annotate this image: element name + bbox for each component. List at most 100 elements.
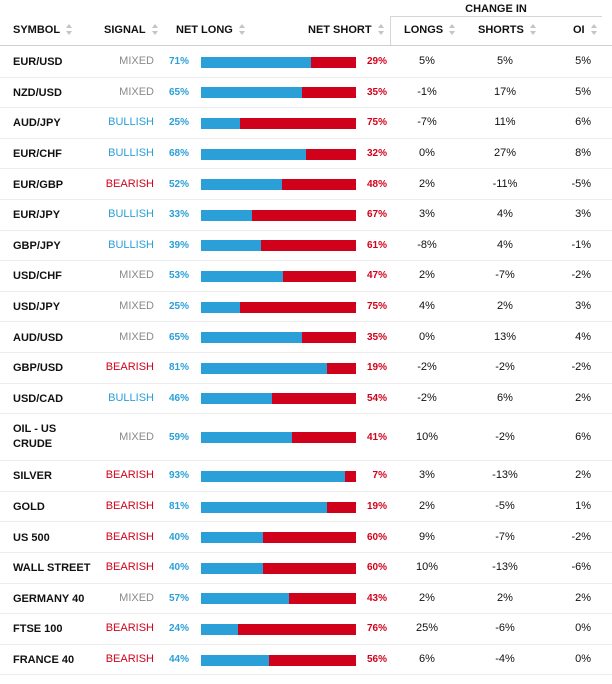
change-longs-value: -2% <box>417 361 437 374</box>
sentiment-bar <box>201 270 356 282</box>
change-shorts-value: 17% <box>493 85 517 98</box>
sentiment-bar <box>201 332 356 344</box>
sentiment-bar-long-fill <box>201 562 263 574</box>
table-row[interactable]: WALL STREET BEARISH 40% 60% 10% -13% -6% <box>0 553 612 584</box>
column-header-net-long[interactable]: NET LONG <box>176 24 246 36</box>
sort-icon[interactable] <box>151 24 159 36</box>
net-short-percent: 48% <box>366 178 387 190</box>
signal-value: BULLISH <box>108 147 154 160</box>
change-longs-value: 6% <box>419 653 435 666</box>
change-oi-value: 5% <box>575 85 591 98</box>
sort-icon[interactable] <box>377 24 385 36</box>
symbol-link[interactable]: USD/CAD <box>13 392 64 405</box>
sentiment-bar-long-fill <box>201 362 327 374</box>
table-row[interactable]: FRANCE 40 BEARISH 44% 56% 6% -4% 0% <box>0 645 612 676</box>
sort-icon[interactable] <box>590 24 598 36</box>
table-row[interactable]: USD/CHF MIXED 53% 47% 2% -7% -2% <box>0 261 612 292</box>
symbol-link[interactable]: SILVER <box>13 470 52 483</box>
sentiment-bar-long-fill <box>201 270 284 282</box>
symbol-link[interactable]: AUD/JPY <box>13 117 61 130</box>
sentiment-bar-long-fill <box>201 209 253 221</box>
change-shorts-value: -4% <box>495 653 515 666</box>
sentiment-bar <box>201 240 356 252</box>
change-longs-value: 3% <box>419 469 435 482</box>
symbol-link[interactable]: GBP/JPY <box>13 239 61 252</box>
column-header-signal[interactable]: SIGNAL <box>104 24 159 36</box>
net-long-percent: 25% <box>168 117 189 129</box>
change-oi-value: -2% <box>571 269 591 282</box>
change-oi-value: 4% <box>575 330 591 343</box>
symbol-link[interactable]: WALL STREET <box>13 562 91 575</box>
table-row[interactable]: FTSE 100 BEARISH 24% 76% 25% -6% 0% <box>0 614 612 645</box>
sentiment-bar-long-fill <box>201 470 346 482</box>
net-short-percent: 60% <box>366 562 387 574</box>
symbol-link[interactable]: USD/JPY <box>13 301 61 314</box>
table-row[interactable]: EUR/GBP BEARISH 52% 48% 2% -11% -5% <box>0 169 612 200</box>
change-shorts-value: 11% <box>494 116 516 129</box>
symbol-link[interactable]: NZD/USD <box>13 86 62 99</box>
signal-value: MIXED <box>119 269 154 282</box>
column-header-symbol[interactable]: SYMBOL <box>13 24 73 36</box>
table-row[interactable]: GOLD BEARISH 81% 19% 2% -5% 1% <box>0 492 612 523</box>
sentiment-bar-long-fill <box>201 501 327 513</box>
table-row[interactable]: US 500 BEARISH 40% 60% 9% -7% -2% <box>0 522 612 553</box>
change-oi-value: 0% <box>575 622 591 635</box>
table-row[interactable]: GBP/JPY BULLISH 39% 61% -8% 4% -1% <box>0 231 612 262</box>
change-oi-value: 6% <box>575 116 591 129</box>
symbol-link[interactable]: EUR/GBP <box>13 178 64 191</box>
change-longs-value: 2% <box>419 177 435 190</box>
sentiment-bar <box>201 501 356 513</box>
table-row[interactable]: SILVER BEARISH 93% 7% 3% -13% 2% <box>0 461 612 492</box>
change-shorts-value: -2% <box>495 430 515 443</box>
symbol-link[interactable]: AUD/USD <box>13 331 64 344</box>
symbol-link[interactable]: GERMANY 40 <box>13 592 85 605</box>
net-short-percent: 47% <box>366 270 387 282</box>
header-divider <box>390 17 391 46</box>
table-row[interactable]: EUR/CHF BULLISH 68% 32% 0% 27% 8% <box>0 139 612 170</box>
table-row[interactable]: GERMANY 40 MIXED 57% 43% 2% 2% 2% <box>0 584 612 615</box>
symbol-link[interactable]: EUR/JPY <box>13 209 61 222</box>
table-row[interactable]: AUD/JPY BULLISH 25% 75% -7% 11% 6% <box>0 108 612 139</box>
symbol-link[interactable]: FTSE 100 <box>13 623 63 636</box>
symbol-link[interactable]: EUR/CHF <box>13 148 62 161</box>
symbol-link[interactable]: OIL - US CRUDE <box>13 422 57 450</box>
column-header-oi[interactable]: OI <box>573 24 598 36</box>
column-header-net-short[interactable]: NET SHORT <box>308 24 385 36</box>
table-row[interactable]: GBP/USD BEARISH 81% 19% -2% -2% -2% <box>0 353 612 384</box>
change-longs-value: 2% <box>419 500 435 513</box>
symbol-link[interactable]: GOLD <box>13 501 45 514</box>
sentiment-bar <box>201 148 356 160</box>
table-row[interactable]: NZD/USD MIXED 65% 35% -1% 17% 5% <box>0 78 612 109</box>
sentiment-bar-long-fill <box>201 654 270 666</box>
symbol-link[interactable]: USD/CHF <box>13 270 62 283</box>
net-long-percent: 59% <box>168 431 189 443</box>
change-shorts-value: 6% <box>497 391 513 404</box>
sentiment-bar <box>201 179 356 191</box>
sort-icon[interactable] <box>448 24 456 36</box>
table-row[interactable]: AUD/USD MIXED 65% 35% 0% 13% 4% <box>0 322 612 353</box>
symbol-link[interactable]: FRANCE 40 <box>13 654 75 667</box>
table-row[interactable]: OIL - US CRUDE MIXED 59% 41% 10% -2% 6% <box>0 414 612 462</box>
net-short-percent: 67% <box>366 209 387 221</box>
table-row[interactable]: USD/JPY MIXED 25% 75% 4% 2% 3% <box>0 292 612 323</box>
change-longs-value: -2% <box>417 391 437 404</box>
table-row[interactable]: USD/CAD BULLISH 46% 54% -2% 6% 2% <box>0 384 612 415</box>
sentiment-bar-long-fill <box>201 432 293 444</box>
signal-value: BEARISH <box>105 530 154 543</box>
sort-icon[interactable] <box>238 24 246 36</box>
symbol-link[interactable]: EUR/USD <box>13 56 63 69</box>
table-row[interactable]: EUR/USD MIXED 71% 29% 5% 5% 5% <box>0 47 612 78</box>
sort-icon[interactable] <box>529 24 537 36</box>
sentiment-bar <box>201 470 356 482</box>
symbol-link[interactable]: GBP/USD <box>13 362 64 375</box>
symbol-link[interactable]: US 500 <box>13 531 50 544</box>
sentiment-bar <box>201 301 356 313</box>
column-header-shorts[interactable]: SHORTS <box>478 24 537 36</box>
net-short-percent: 54% <box>366 392 387 404</box>
net-long-percent: 25% <box>168 301 189 313</box>
sort-icon[interactable] <box>65 24 73 36</box>
change-shorts-value: -7% <box>495 269 515 282</box>
table-row[interactable]: EUR/JPY BULLISH 33% 67% 3% 4% 3% <box>0 200 612 231</box>
sentiment-bar <box>201 654 356 666</box>
column-header-longs[interactable]: LONGS <box>404 24 456 36</box>
